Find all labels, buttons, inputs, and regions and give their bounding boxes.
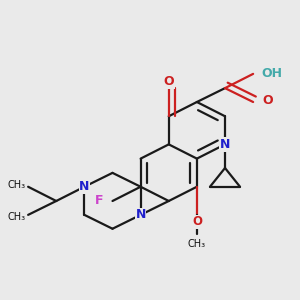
Text: N: N xyxy=(79,180,90,193)
Text: F: F xyxy=(94,194,103,208)
Text: CH₃: CH₃ xyxy=(7,212,25,222)
Text: O: O xyxy=(192,215,202,228)
Text: O: O xyxy=(262,94,273,106)
Text: O: O xyxy=(164,75,174,88)
Text: N: N xyxy=(135,208,146,221)
Text: CH₃: CH₃ xyxy=(7,180,25,190)
Text: CH₃: CH₃ xyxy=(188,239,206,249)
Text: OH: OH xyxy=(261,68,282,80)
Text: N: N xyxy=(220,138,230,151)
